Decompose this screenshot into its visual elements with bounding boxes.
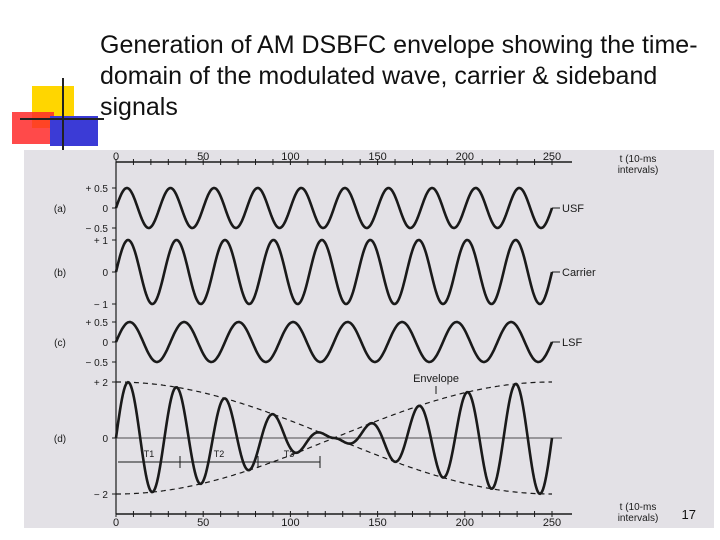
panel-tick-label-d: 0 [102,434,108,445]
top-axis-tick-label: 250 [543,151,561,163]
panel-tick-label-a: 0 [102,204,108,215]
figure-background [24,150,714,528]
panel-label-c: (c) [54,338,66,349]
bottom-axis-tick-label: 100 [281,517,299,528]
interval-label: T1 [144,449,155,459]
decor-blue-square [50,116,98,146]
slide-title: Generation of AM DSBFC envelope showing … [100,31,698,121]
panel-tick-label-a: + 0.5 [85,184,108,195]
panel-tick-label-d: + 2 [94,378,109,389]
panel-label-b: (b) [54,268,66,279]
decor-red-square [12,112,54,144]
panel-tick-label-b: − 1 [94,300,109,311]
decor-horizontal-line [20,118,104,120]
bottom-axis-tick-label: 50 [197,517,209,528]
waveform-lsf [114,320,554,364]
top-axis-tick-label: 50 [197,151,209,163]
panel-label-a: (a) [54,204,66,215]
bottom-axis-tick-label: 250 [543,517,561,528]
panel-tick-label-c: + 0.5 [85,318,108,329]
decor-vertical-line [62,78,64,150]
waveform-carrier [114,238,554,306]
waveform-usf [114,186,554,230]
slide-number: 17 [681,507,696,522]
panel-label-d: (d) [54,434,66,445]
panel-tick-label-b: + 1 [94,236,109,247]
top-axis-label-line2: intervals) [618,165,659,176]
panel-name-d: Envelope [413,373,459,385]
top-axis-tick-label: 200 [456,151,474,163]
panel-tick-label-d: − 2 [94,490,109,501]
panel-name-c: LSF [562,337,582,349]
panel-tick-label-b: 0 [102,268,108,279]
top-axis-label-line1: t (10-ms [620,154,657,165]
interval-label: T2 [214,449,225,459]
panel-name-b: Carrier [562,267,596,279]
bottom-axis-tick-label: 200 [456,517,474,528]
top-axis-tick-label: 150 [368,151,386,163]
bottom-axis-tick-label: 150 [368,517,386,528]
bottom-axis-tick-label: 0 [113,517,119,528]
bottom-axis-label-line1: t (10-ms [620,502,657,513]
panel-tick-label-c: 0 [102,338,108,349]
interval-label: T3 [284,449,295,459]
panel-name-a: USF [562,203,584,215]
top-axis-tick-label: 100 [281,151,299,163]
panel-tick-label-c: − 0.5 [85,358,108,369]
bottom-axis-label-line2: intervals) [618,513,659,524]
top-axis-tick-label: 0 [113,151,119,163]
panel-tick-label-a: − 0.5 [85,224,108,235]
